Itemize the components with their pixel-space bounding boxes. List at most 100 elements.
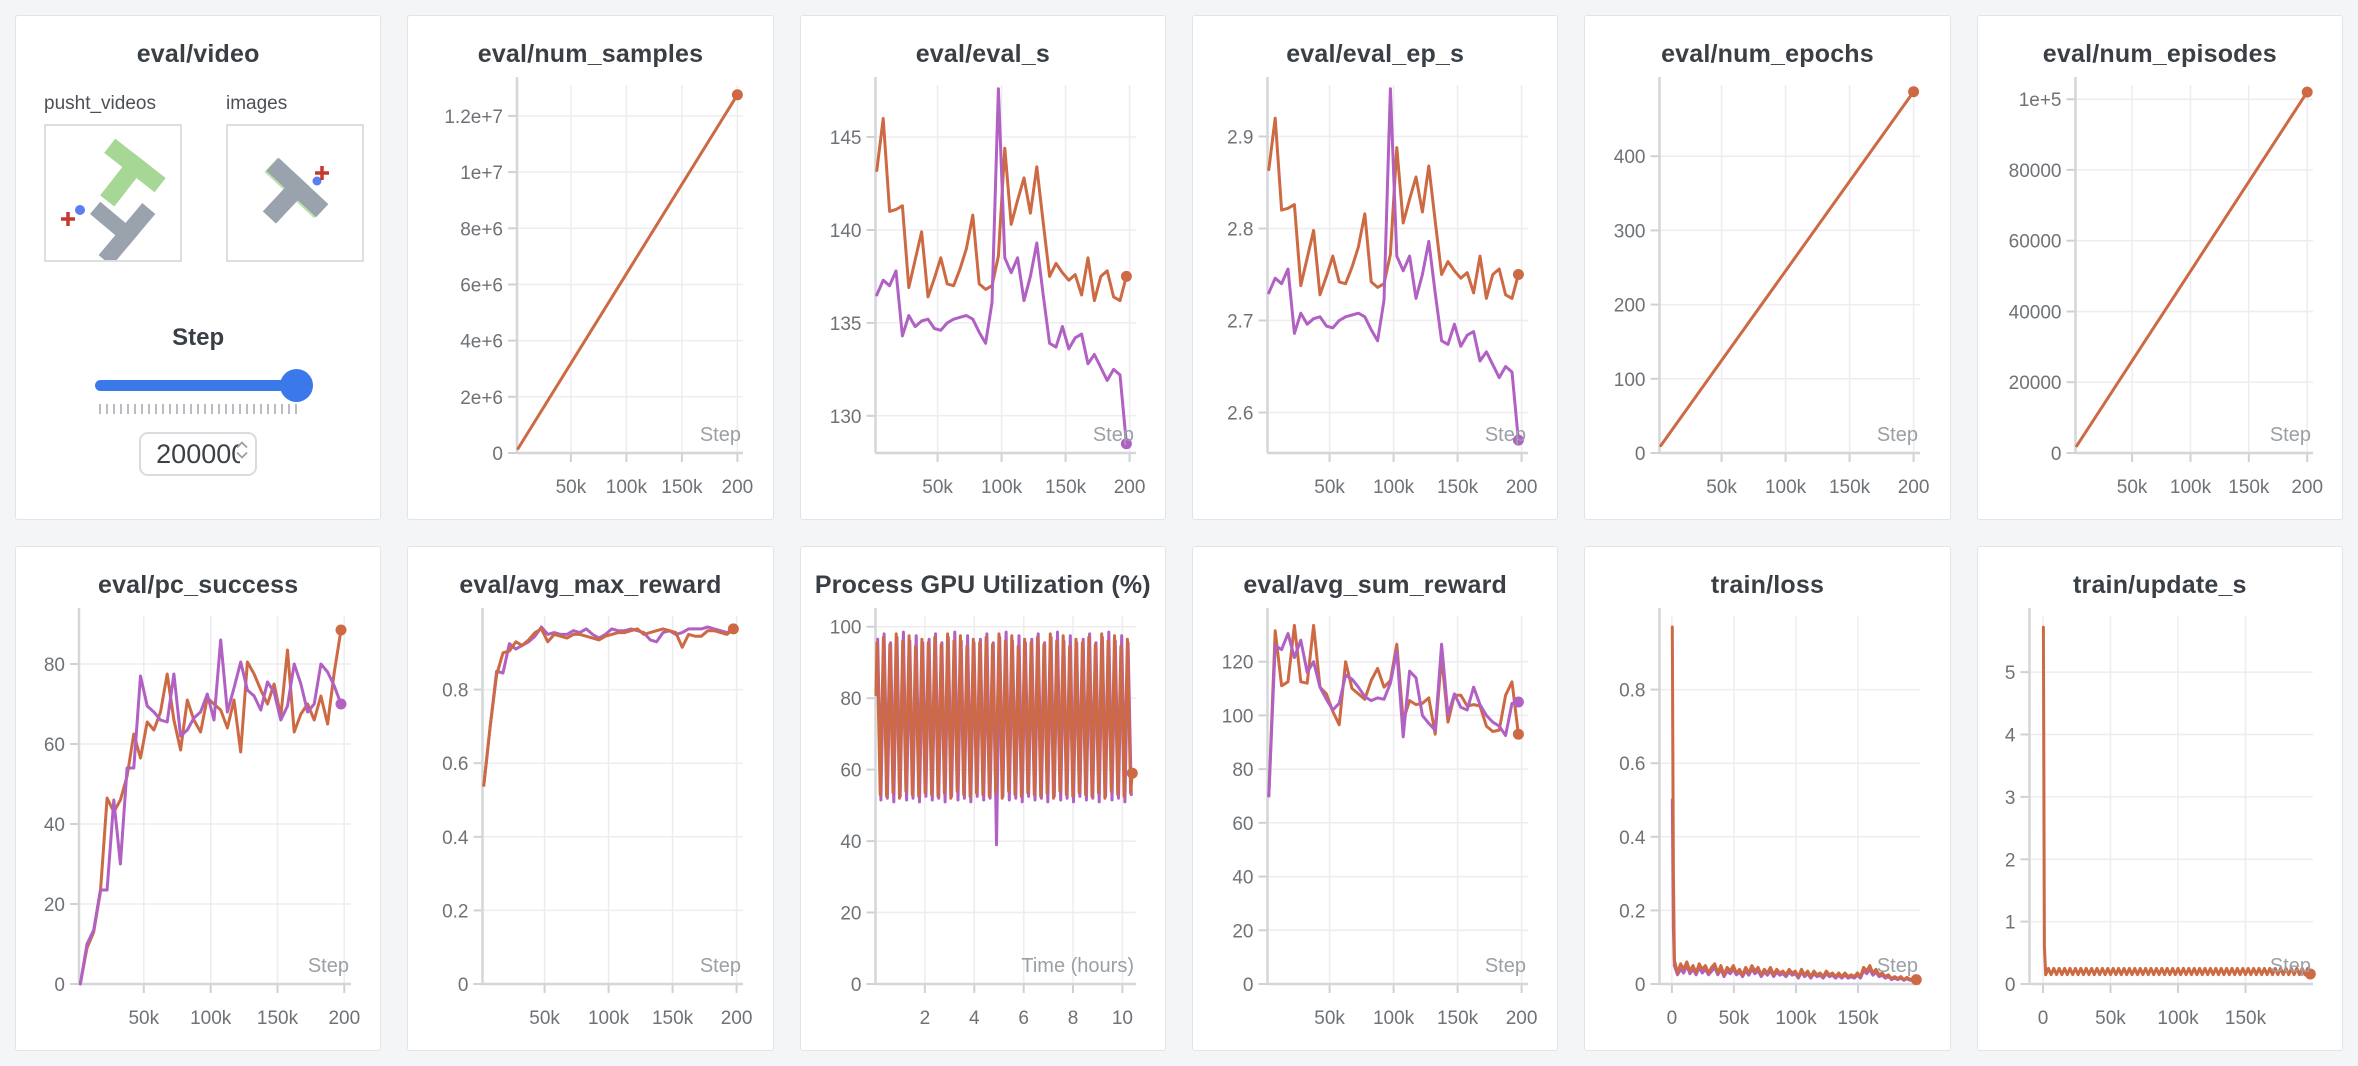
panel-train-update-s: train/update_s 0 50k 100k 150k 0 1 2 3 4 5 Step <box>1976 546 2343 1051</box>
svg-text:130: 130 <box>829 407 861 428</box>
svg-text:20: 20 <box>840 904 861 925</box>
pusht-video-thumbnail[interactable] <box>44 124 182 267</box>
svg-text:8: 8 <box>1067 1008 1078 1029</box>
svg-text:50k: 50k <box>2116 477 2147 498</box>
eval-pc-success-chart[interactable]: 50k 100k 150k 200 0 20 40 60 80 Step <box>30 604 367 1042</box>
svg-text:60: 60 <box>44 735 65 756</box>
svg-text:100k: 100k <box>1373 477 1415 498</box>
images-thumbnail[interactable] <box>226 124 364 262</box>
svg-text:100k: 100k <box>2170 477 2212 498</box>
chart-title: train/loss <box>1710 571 1825 599</box>
svg-text:50k: 50k <box>530 1008 561 1029</box>
svg-text:400: 400 <box>1614 147 1646 168</box>
images-frame <box>262 157 329 224</box>
svg-text:20000: 20000 <box>2008 373 2061 394</box>
svg-text:135: 135 <box>829 314 861 335</box>
svg-text:Step: Step <box>1093 424 1134 446</box>
svg-text:150k: 150k <box>1829 477 1871 498</box>
svg-text:0.4: 0.4 <box>442 828 469 849</box>
svg-text:80: 80 <box>44 655 65 676</box>
svg-text:200: 200 <box>1898 477 1930 498</box>
svg-text:200: 200 <box>721 1008 753 1029</box>
eval-num-samples-chart[interactable]: 50k 100k 150k 200 0 2e+6 4e+6 6e+6 8e+6 1e+7 1.2e+… <box>422 73 759 511</box>
svg-text:100k: 100k <box>981 477 1023 498</box>
svg-text:Step: Step <box>700 424 741 446</box>
svg-text:2e+6: 2e+6 <box>461 388 504 409</box>
svg-text:50k: 50k <box>1719 1008 1750 1029</box>
svg-text:80: 80 <box>1232 760 1253 781</box>
svg-text:100k: 100k <box>1776 1008 1818 1029</box>
train-update-s-chart[interactable]: 0 50k 100k 150k 0 1 2 3 4 5 Step <box>1992 604 2329 1042</box>
step-value-input[interactable] <box>156 438 241 470</box>
panel-eval-video: eval/video pusht_videos <box>15 15 382 520</box>
svg-text:5: 5 <box>2005 663 2016 684</box>
svg-text:10: 10 <box>1111 1008 1132 1029</box>
green-tee-shape <box>100 138 166 207</box>
svg-text:60: 60 <box>1232 814 1253 835</box>
media-row: pusht_videos <box>30 93 366 267</box>
svg-text:0.2: 0.2 <box>1619 901 1645 922</box>
svg-text:40: 40 <box>1232 868 1253 889</box>
svg-text:100: 100 <box>1614 370 1646 391</box>
svg-text:Step: Step <box>2270 955 2311 977</box>
eval-eval-ep-s-chart[interactable]: 50k 100k 150k 200 2.6 2.7 2.8 2.9 Step <box>1207 73 1544 511</box>
svg-text:Step: Step <box>1877 955 1918 977</box>
svg-text:200: 200 <box>1614 296 1646 317</box>
eval-avg-sum-reward-chart[interactable]: 50k 100k 150k 200 0 20 40 60 80 100 120 Step <box>1207 604 1544 1042</box>
svg-text:Step: Step <box>1877 424 1918 446</box>
svg-text:150k: 150k <box>1838 1008 1880 1029</box>
chart-title: eval/eval_s <box>915 40 1050 68</box>
svg-text:Step: Step <box>1485 424 1526 446</box>
chart-title: eval/eval_ep_s <box>1286 40 1465 68</box>
svg-text:200: 200 <box>1506 1008 1538 1029</box>
svg-text:50k: 50k <box>1314 1008 1345 1029</box>
chart-title: eval/pc_success <box>97 571 299 599</box>
svg-text:100k: 100k <box>588 1008 630 1029</box>
svg-text:Step: Step <box>700 955 741 977</box>
svg-text:150k: 150k <box>2228 477 2270 498</box>
panel-train-loss: train/loss 0 50k 100k 150k 0 0.2 0.4 0.6 0.8 Step <box>1584 546 1951 1051</box>
step-value-inputbox <box>139 432 258 476</box>
step-slider-thumb[interactable] <box>280 369 314 402</box>
svg-text:200: 200 <box>328 1008 360 1029</box>
svg-text:0: 0 <box>1635 444 1646 465</box>
chevron-down-icon[interactable] <box>236 451 248 459</box>
panel-eval-eval-ep-s: eval/eval_ep_s 50k 100k 150k 200 2.6 2.7 2.8 2.… <box>1192 15 1559 520</box>
svg-text:0: 0 <box>851 975 862 996</box>
svg-text:4e+6: 4e+6 <box>461 332 504 353</box>
svg-text:Step: Step <box>308 955 349 977</box>
eval-avg-max-reward-chart[interactable]: 50k 100k 150k 200 0 0.2 0.4 0.6 0.8 Step <box>422 604 759 1042</box>
svg-text:0.6: 0.6 <box>442 754 468 775</box>
media-caption: images <box>226 93 288 114</box>
svg-text:80000: 80000 <box>2008 161 2061 182</box>
chevron-up-icon[interactable] <box>236 441 248 449</box>
step-slider[interactable] <box>95 368 314 402</box>
eval-num-epochs-chart[interactable]: 50k 100k 150k 200 0 100 200 300 400 Step <box>1599 73 1936 511</box>
agent-dot <box>75 205 85 215</box>
svg-text:0: 0 <box>1635 975 1646 996</box>
eval-num-episodes-chart[interactable]: 50k 100k 150k 200 0 20000 40000 60000 80000 1e+5 S… <box>1992 73 2329 511</box>
svg-text:300: 300 <box>1614 221 1646 242</box>
panel-eval-num-epochs: eval/num_epochs 50k 100k 150k 200 0 100 200 300… <box>1584 15 1951 520</box>
svg-text:2: 2 <box>919 1008 930 1029</box>
step-slider-label: Step <box>172 324 225 351</box>
svg-text:0: 0 <box>2051 444 2062 465</box>
chart-title: train/update_s <box>2072 571 2247 599</box>
svg-text:150k: 150k <box>1437 1008 1479 1029</box>
eval-eval-s-chart[interactable]: 50k 100k 150k 200 130 135 140 145 Step <box>815 73 1152 511</box>
step-slider-track[interactable] <box>95 380 302 391</box>
svg-text:0: 0 <box>1243 975 1254 996</box>
chart-title: eval/num_samples <box>477 40 704 68</box>
goal-cross-icon <box>315 166 329 180</box>
svg-text:6e+6: 6e+6 <box>461 276 504 297</box>
svg-text:2: 2 <box>2005 850 2016 871</box>
svg-text:200: 200 <box>2291 477 2323 498</box>
chart-title: eval/avg_sum_reward <box>1243 571 1507 599</box>
step-value-spinner[interactable] <box>236 441 248 459</box>
svg-text:50k: 50k <box>2095 1008 2126 1029</box>
svg-text:20: 20 <box>44 895 65 916</box>
panel-process-gpu-utilization: Process GPU Utilization (%) 2 4 6 8 10 0 20 40 6… <box>799 546 1166 1051</box>
train-loss-chart[interactable]: 0 50k 100k 150k 0 0.2 0.4 0.6 0.8 Step <box>1599 604 1936 1042</box>
svg-text:1e+7: 1e+7 <box>461 163 504 184</box>
